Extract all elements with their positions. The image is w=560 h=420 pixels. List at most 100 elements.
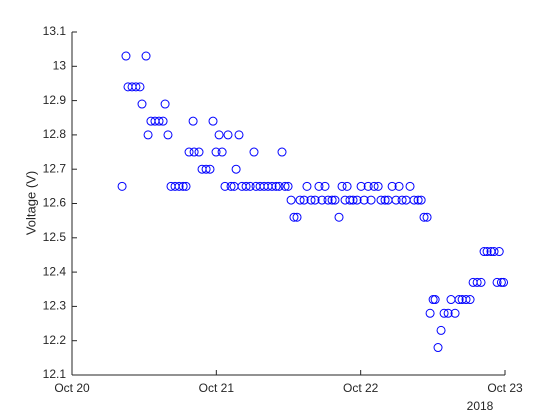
- point: [135, 82, 145, 92]
- point: [465, 295, 475, 305]
- point: [184, 147, 194, 157]
- point: [387, 181, 397, 191]
- y-tick-label: 13: [53, 58, 67, 72]
- point: [327, 195, 337, 205]
- point: [320, 181, 330, 191]
- point: [419, 212, 429, 222]
- point: [425, 308, 435, 318]
- point: [234, 130, 244, 140]
- point: [317, 195, 327, 205]
- point: [314, 181, 324, 191]
- point: [366, 195, 376, 205]
- point: [494, 247, 504, 257]
- point: [289, 212, 299, 222]
- point: [283, 181, 293, 191]
- point: [356, 181, 366, 191]
- point: [286, 195, 296, 205]
- point: [188, 116, 198, 126]
- point: [241, 181, 251, 191]
- x-tick-label: Oct 23: [487, 381, 523, 395]
- point: [280, 181, 290, 191]
- x-tick-label: Oct 21: [199, 381, 235, 395]
- point: [158, 116, 168, 126]
- point: [450, 308, 460, 318]
- point: [443, 308, 453, 318]
- point: [334, 212, 344, 222]
- point: [137, 99, 147, 109]
- point: [154, 116, 164, 126]
- point: [249, 147, 259, 157]
- point: [217, 147, 227, 157]
- point: [394, 181, 404, 191]
- point: [292, 212, 302, 222]
- point: [201, 164, 211, 174]
- y-tick-label: 12.1: [43, 367, 67, 381]
- point: [461, 295, 471, 305]
- y-tick-label: 12.6: [43, 196, 67, 210]
- point: [181, 181, 191, 191]
- year-label: 2018: [467, 399, 494, 413]
- y-axis-label: Voltage (V): [23, 171, 38, 235]
- point: [433, 343, 443, 353]
- point: [359, 195, 369, 205]
- point: [454, 295, 464, 305]
- y-tick-label: 12.9: [43, 93, 67, 107]
- y-tick-label: 13.1: [43, 24, 67, 38]
- point: [345, 195, 355, 205]
- point: [479, 247, 489, 257]
- point: [223, 130, 233, 140]
- point: [299, 195, 309, 205]
- point: [413, 195, 423, 205]
- point: [302, 181, 312, 191]
- point: [131, 82, 141, 92]
- x-tick-label: Oct 20: [54, 381, 90, 395]
- point: [295, 195, 305, 205]
- point: [369, 181, 379, 191]
- point: [492, 277, 502, 287]
- point: [352, 195, 362, 205]
- point: [496, 277, 506, 287]
- point: [143, 130, 153, 140]
- point: [267, 181, 277, 191]
- point: [430, 295, 440, 305]
- point: [397, 195, 407, 205]
- point: [337, 181, 347, 191]
- point: [160, 99, 170, 109]
- point: [472, 277, 482, 287]
- point: [310, 195, 320, 205]
- y-tick-label: 12.2: [43, 333, 67, 347]
- point: [117, 181, 127, 191]
- point: [376, 195, 386, 205]
- point: [245, 181, 255, 191]
- y-tick-label: 12.5: [43, 230, 67, 244]
- point: [214, 130, 224, 140]
- point: [482, 247, 492, 257]
- point: [274, 181, 284, 191]
- y-tick-label: 12.7: [43, 161, 67, 175]
- point: [439, 308, 449, 318]
- point: [226, 181, 236, 191]
- point: [373, 181, 383, 191]
- point: [391, 195, 401, 205]
- point: [342, 181, 352, 191]
- point: [189, 147, 199, 157]
- point: [174, 181, 184, 191]
- point: [220, 181, 230, 191]
- point: [306, 195, 316, 205]
- point: [271, 181, 281, 191]
- point: [363, 181, 373, 191]
- point: [208, 116, 218, 126]
- point: [163, 130, 173, 140]
- point: [205, 164, 215, 174]
- y-tick-label: 12.4: [43, 264, 67, 278]
- point: [499, 277, 509, 287]
- point: [121, 51, 131, 61]
- point: [436, 325, 446, 335]
- point: [211, 147, 221, 157]
- point: [380, 195, 390, 205]
- point: [330, 195, 340, 205]
- point: [489, 247, 499, 257]
- point: [323, 195, 333, 205]
